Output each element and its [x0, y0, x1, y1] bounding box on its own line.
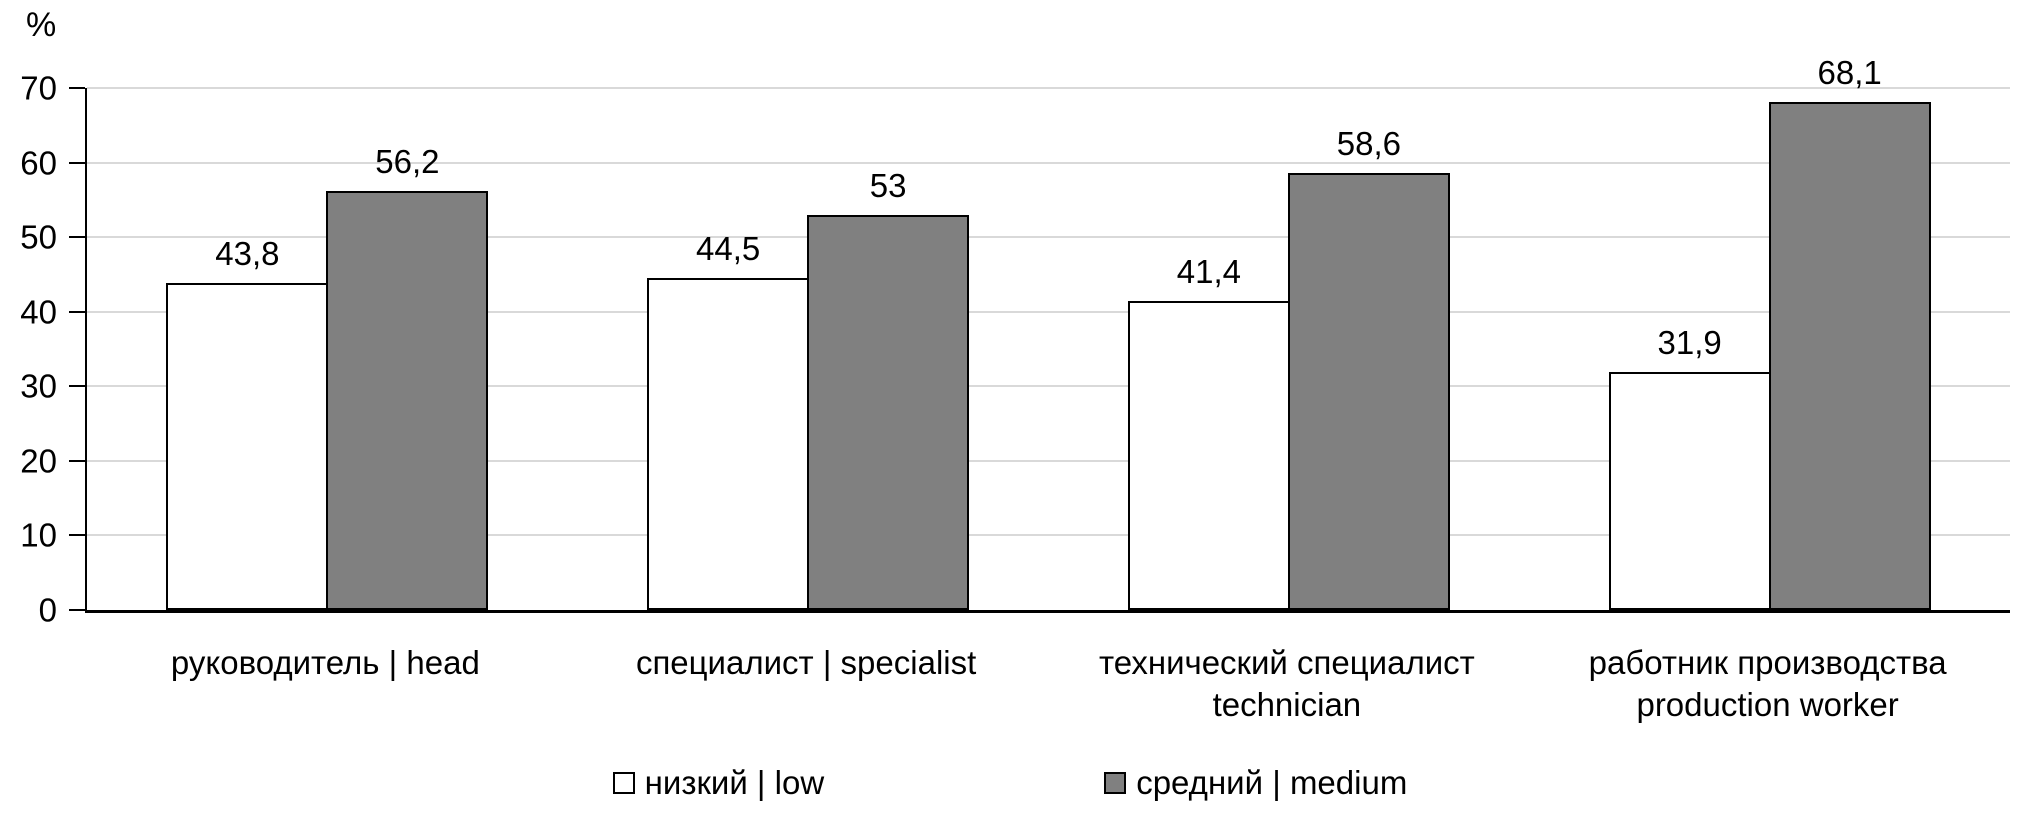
category-label-2: специалист | specialist: [566, 642, 1047, 726]
bar-low-3: 41,4: [1127, 253, 1290, 610]
gridline-70: [87, 87, 2010, 89]
bar-value-label: 44,5: [696, 230, 761, 267]
y-tick-30: [69, 385, 85, 387]
y-tick-label-60: 60: [20, 144, 57, 182]
y-tick-10: [69, 534, 85, 536]
bar-groups: 43,8 56,2 44,5 53 41,4 58,6 31,9 68,1: [87, 54, 2010, 610]
y-tick-label-30: 30: [20, 367, 57, 405]
y-axis-unit-label: %: [26, 6, 57, 44]
y-tick-label-50: 50: [20, 218, 57, 256]
bar-pair: 41,4 58,6: [1127, 125, 1450, 610]
legend-swatch-low: [612, 772, 635, 794]
legend-item-medium: средний | medium: [1104, 764, 1407, 802]
gridline-20: [87, 460, 2010, 462]
y-tick-60: [69, 162, 85, 164]
bar-value-label: 31,9: [1657, 324, 1722, 361]
category-label-1: руководитель | head: [85, 642, 566, 726]
gridline-50: [87, 236, 2010, 238]
y-tick-70: [69, 87, 85, 89]
bar-group-3: 41,4 58,6: [1049, 88, 1530, 610]
category-label-line2: technician: [1212, 686, 1362, 723]
bar-value-label: 53: [869, 167, 907, 204]
bar-value-label: 41,4: [1176, 253, 1241, 290]
y-tick-label-70: 70: [20, 69, 57, 107]
y-tick-0: [69, 609, 85, 611]
y-tick-40: [69, 311, 85, 313]
bar-low-1: 43,8: [166, 235, 329, 610]
bar-value-label: 68,1: [1817, 54, 1882, 91]
bar-group-2: 44,5 53: [568, 88, 1049, 610]
y-tick-label-40: 40: [20, 293, 57, 331]
category-label-4: работник производства production worker: [1527, 642, 2008, 726]
category-label-line2: production worker: [1636, 686, 1899, 723]
y-tick-label-0: 0: [38, 591, 57, 629]
category-label-3: технический специалист technician: [1047, 642, 1528, 726]
legend-item-low: низкий | low: [612, 764, 825, 802]
legend-label-low: низкий | low: [644, 764, 825, 801]
bar-medium-1: 56,2: [326, 143, 489, 610]
y-tick-50: [69, 236, 85, 238]
bar-medium-2: 53: [807, 167, 970, 610]
plot-area: 0 10 20 30 40 50 60 70 43,8 56,2 44,5 53 41,4 58,6 31…: [20, 54, 2010, 627]
bar-value-label: 56,2: [375, 143, 440, 180]
bar-pair: 43,8 56,2: [166, 143, 489, 610]
gridline-10: [87, 534, 2010, 536]
bar-pair: 31,9 68,1: [1608, 54, 1931, 610]
gridline-30: [87, 385, 2010, 387]
legend-label-medium: средний | medium: [1136, 764, 1408, 801]
bar-value-label: 58,6: [1336, 125, 1401, 162]
bar-pair: 44,5 53: [647, 167, 970, 610]
y-tick-20: [69, 460, 85, 462]
bar-medium-3: 58,6: [1287, 125, 1450, 610]
legend-swatch-medium: [1104, 772, 1127, 794]
bar-low-2: 44,5: [647, 230, 810, 610]
bar-medium-4: 68,1: [1768, 54, 1931, 610]
bar-low-4: 31,9: [1608, 324, 1771, 610]
legend: низкий | low средний | medium: [0, 764, 2020, 802]
category-label-line1: руководитель | head: [170, 644, 480, 681]
bar-group-1: 43,8 56,2: [87, 88, 568, 610]
x-axis-labels: руководитель | head специалист | speciali…: [85, 642, 2008, 726]
gridline-60: [87, 162, 2010, 164]
y-tick-label-10: 10: [20, 516, 57, 554]
bar-group-4: 31,9 68,1: [1529, 54, 2010, 610]
bar-value-label: 43,8: [215, 235, 280, 272]
y-tick-label-20: 20: [20, 442, 57, 480]
category-label-line1: технический специалист: [1098, 644, 1475, 681]
category-label-line1: специалист | specialist: [635, 644, 977, 681]
gridline-40: [87, 311, 2010, 313]
category-label-line1: работник производства: [1588, 644, 1947, 681]
